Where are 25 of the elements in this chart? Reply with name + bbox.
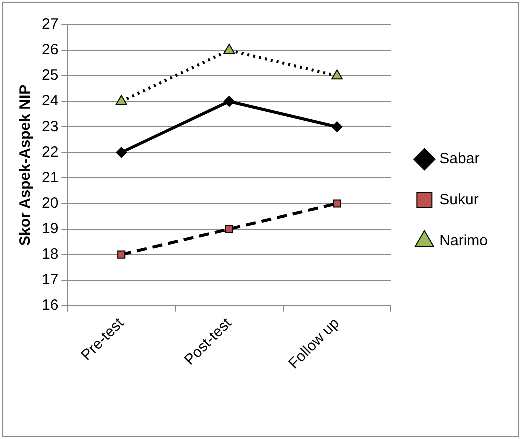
legend-label: Narimo xyxy=(440,232,488,250)
y-tick-label: 22 xyxy=(42,144,59,161)
point xyxy=(224,44,236,54)
y-tick-label: 21 xyxy=(42,169,59,186)
legend-label: Sabar xyxy=(440,150,480,168)
y-tick-label: 18 xyxy=(42,246,59,263)
point xyxy=(332,122,343,133)
point xyxy=(333,200,342,208)
y-tick-label: 26 xyxy=(42,42,59,59)
point xyxy=(118,250,126,259)
y-tick-label: 27 xyxy=(42,16,59,34)
point xyxy=(116,147,128,158)
y-tick-label: 19 xyxy=(42,220,59,238)
point xyxy=(225,225,234,234)
y-tick-label: 23 xyxy=(42,118,59,136)
point xyxy=(332,70,343,80)
point xyxy=(116,95,128,106)
legend-label: Sukur xyxy=(440,192,479,209)
y-tick-label: 17 xyxy=(42,271,59,288)
point xyxy=(224,96,235,108)
y-tick-label: 20 xyxy=(42,194,59,212)
y-tick-label: 24 xyxy=(42,92,59,110)
y-axis-title: Skor Aspek-Aspek NIP xyxy=(17,84,34,246)
y-tick-label: 16 xyxy=(42,297,59,314)
y-tick-label: 25 xyxy=(42,67,59,84)
